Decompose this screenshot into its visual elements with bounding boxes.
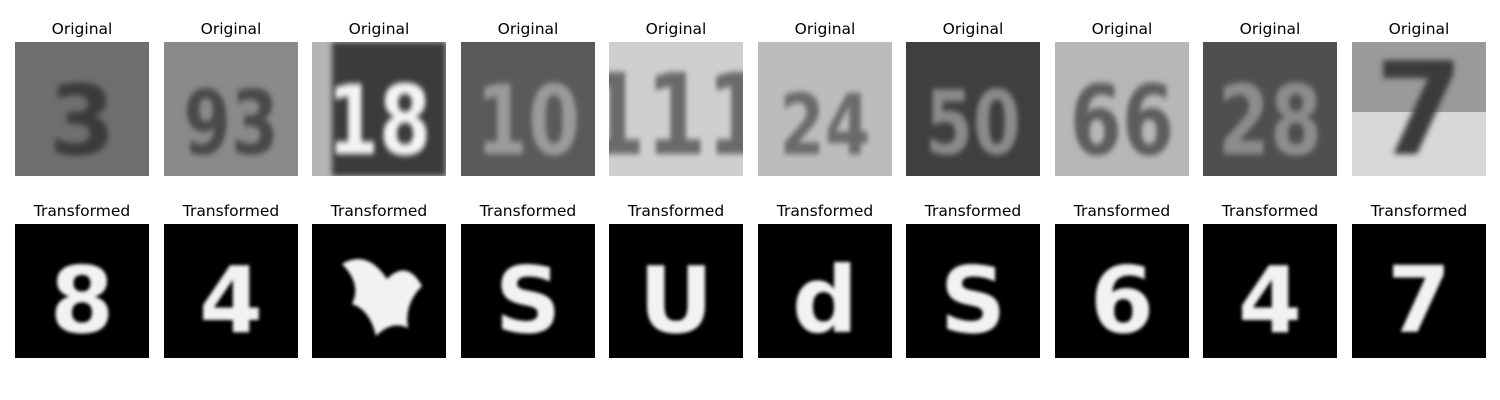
original-digit-image: 50 [906,42,1040,176]
original-digit-label: 111 [609,50,743,176]
transformed-image [312,224,446,358]
original-image: 93 [164,42,298,176]
original-image: 7 [1352,42,1486,176]
transformed-digit-label: 4 [1238,247,1302,354]
original-title: Original [51,20,113,38]
transformed-image: 8 [15,224,149,358]
transformed-title: Transformed [1073,202,1171,220]
original-image: 66 [1055,42,1189,176]
original-digit-image: 24 [758,42,892,176]
transformed-digit-image: 4 [1203,224,1337,358]
transformed-title: Transformed [33,202,131,220]
original-title: Original [942,20,1004,38]
original-digit-image: 111 [609,42,743,176]
transformed-title: Transformed [627,202,725,220]
original-digit-label: 93 [183,73,279,176]
original-title: Original [794,20,856,38]
transformed-digit-image: S [906,224,1040,358]
original-digit-image: 7 [1352,42,1486,176]
original-image: 111 [609,42,743,176]
transformed-image: 4 [1203,224,1337,358]
transformed-digit-image: S [461,224,595,358]
transformed-digit-image [312,224,446,358]
transformed-image: U [609,224,743,358]
transformed-image: S [906,224,1040,358]
transformed-digit-image: 4 [164,224,298,358]
original-digit-image: 3 [15,42,149,176]
original-digit-image: 93 [164,42,298,176]
transformed-digit-label: 4 [199,247,263,354]
transformed-title: Transformed [924,202,1022,220]
transformed-digit-label: 7 [1387,247,1451,354]
original-title: Original [645,20,707,38]
original-image: 28 [1203,42,1337,176]
transformed-title: Transformed [182,202,280,220]
original-digit-image: 10 [461,42,595,176]
transformed-title: Transformed [1370,202,1468,220]
transformed-image: 6 [1055,224,1189,358]
original-title: Original [497,20,559,38]
original-digit-label: 66 [1070,66,1174,176]
original-digit-label: 10 [476,66,580,176]
transformed-digit-label: 6 [1090,247,1154,354]
original-digit-label: 50 [925,73,1021,176]
transformed-title: Transformed [776,202,874,220]
original-title: Original [200,20,262,38]
original-title: Original [1091,20,1153,38]
original-image: 50 [906,42,1040,176]
transformed-image: 7 [1352,224,1486,358]
original-digit-label: 3 [49,65,116,176]
original-image: 10 [461,42,595,176]
original-title: Original [1239,20,1301,38]
transformed-digit-image: 7 [1352,224,1486,358]
transformed-digit-image: d [758,224,892,358]
original-digit-image: 66 [1055,42,1189,176]
transformed-blob-shape [342,259,422,336]
original-digit-image: 28 [1203,42,1337,176]
transformed-title: Transformed [1221,202,1319,220]
transformed-digit-label: U [639,247,714,354]
original-digit-label: 24 [779,76,870,174]
transformed-image: 4 [164,224,298,358]
transformed-digit-image: 6 [1055,224,1189,358]
original-digit-image: 18 [312,42,446,176]
original-title: Original [348,20,410,38]
original-digit-label: 18 [327,66,431,176]
original-digit-label: 28 [1218,66,1322,176]
transformed-digit-image: 8 [15,224,149,358]
transformed-image: S [461,224,595,358]
original-digit-label: 7 [1374,42,1463,176]
transformed-digit-image: U [609,224,743,358]
transformed-digit-label: S [940,247,1006,354]
transformed-title: Transformed [479,202,577,220]
transformed-digit-label: d [792,247,858,354]
transformed-digit-label: 8 [50,247,114,354]
transformed-title: Transformed [330,202,428,220]
original-image: 18 [312,42,446,176]
transformed-image: d [758,224,892,358]
original-image: 3 [15,42,149,176]
original-image: 24 [758,42,892,176]
original-title: Original [1388,20,1450,38]
transformed-digit-label: S [495,247,561,354]
